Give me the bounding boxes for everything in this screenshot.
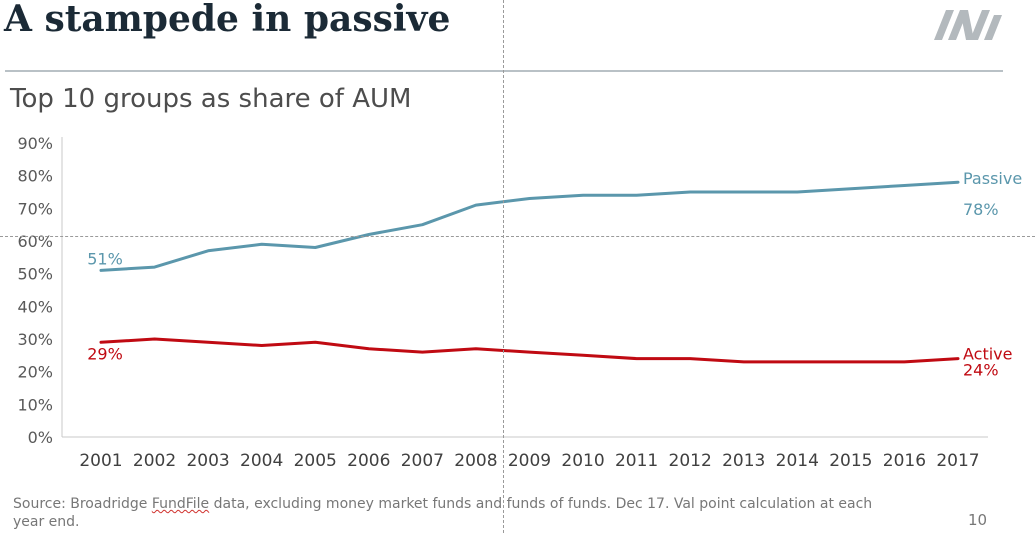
series-line-active — [99, 337, 960, 364]
x-tick-label: 2001 — [79, 451, 122, 471]
series-name-label: Active — [963, 345, 1013, 364]
footnote-text-1: Source: Broadridge — [13, 496, 152, 512]
x-tick-label: 2005 — [294, 451, 337, 471]
x-tick-label: 2014 — [776, 451, 819, 471]
x-tick-label: 2008 — [454, 451, 497, 471]
x-tick-label: 2006 — [347, 451, 390, 471]
end-value-label: 24% — [963, 361, 999, 380]
x-tick-label: 2013 — [722, 451, 765, 471]
y-axis-ticks: 0% 10% 20% 30% 40% 50% 60% 70% 80% 90% — [17, 134, 53, 447]
x-tick-label: 2004 — [240, 451, 283, 471]
y-tick-label: 70% — [17, 199, 53, 218]
x-tick-label: 2009 — [508, 451, 551, 471]
title-divider — [5, 70, 1003, 72]
guide-line-horizontal — [0, 236, 1035, 237]
y-tick-label: 30% — [17, 330, 53, 349]
y-tick-label: 80% — [17, 167, 53, 186]
start-value-label: 29% — [87, 344, 123, 363]
x-tick-label: 2015 — [829, 451, 872, 471]
y-tick-label: 50% — [17, 265, 53, 284]
chart-subtitle: Top 10 groups as share of AUM — [10, 84, 412, 114]
brand-logo-icon — [934, 10, 1002, 40]
end-value-label: 78% — [963, 200, 999, 219]
start-value-label: 51% — [87, 249, 123, 268]
footnote-text-fundfile: FundFile — [151, 496, 210, 512]
x-tick-label: 2017 — [936, 451, 979, 471]
x-tick-label: 2011 — [615, 451, 658, 471]
x-tick-label: 2012 — [669, 451, 712, 471]
y-tick-label: 40% — [17, 297, 53, 316]
x-tick-label: 2010 — [561, 451, 604, 471]
y-tick-label: 90% — [17, 134, 53, 153]
slide-title: A stampede in passive — [4, 0, 451, 40]
x-axis-ticks: 2001 2002 2003 2004 2005 2006 2007 2008 2009 2010… — [79, 451, 979, 471]
x-tick-label: 2002 — [133, 451, 176, 471]
series-line-passive — [99, 180, 960, 272]
x-tick-label: 2007 — [401, 451, 444, 471]
y-tick-label: 0% — [28, 428, 53, 447]
y-tick-label: 10% — [17, 395, 53, 414]
x-tick-label: 2016 — [883, 451, 926, 471]
series-name-label: Passive — [963, 169, 1022, 188]
y-tick-label: 60% — [17, 232, 53, 251]
chart-axes — [61, 137, 988, 438]
y-tick-label: 20% — [17, 363, 53, 382]
guide-line-vertical — [503, 0, 504, 533]
footnote-text-2: data, excluding money market funds and f… — [13, 496, 873, 530]
series-layer — [99, 180, 960, 364]
x-tick-label: 2003 — [186, 451, 229, 471]
source-footnote: Source: Broadridge FundFile data, exclud… — [13, 495, 893, 531]
page-number: 10 — [968, 511, 988, 529]
